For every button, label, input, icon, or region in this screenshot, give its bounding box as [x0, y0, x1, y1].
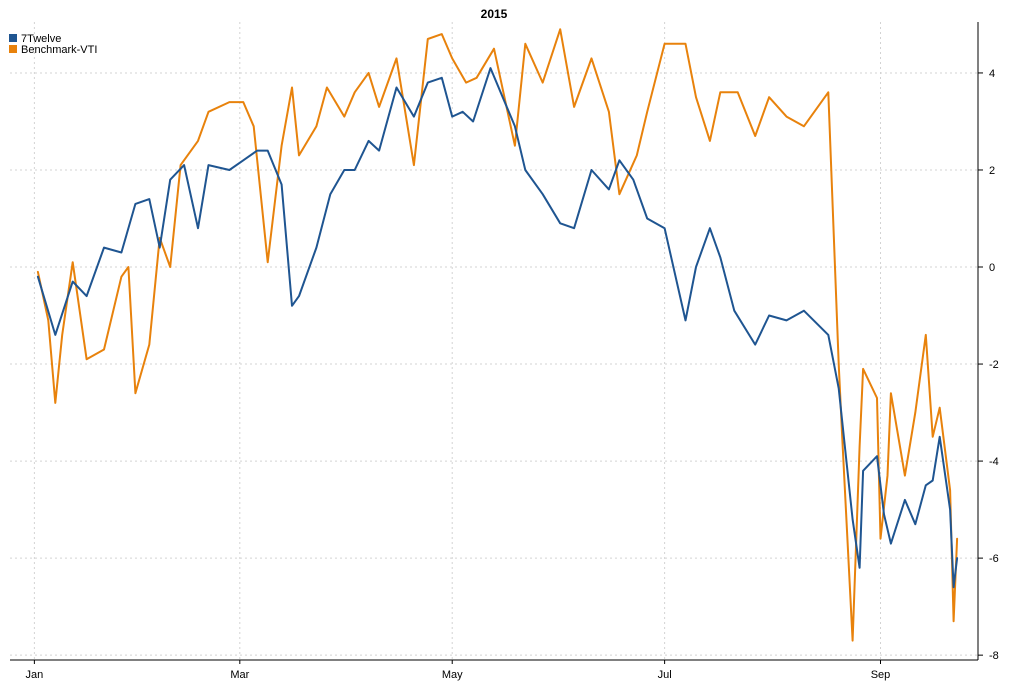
x-tick-label: Mar [230, 669, 249, 681]
x-tick-label: Jul [658, 669, 672, 681]
y-tick-label: -2 [989, 359, 999, 371]
legend: 7Twelve Benchmark-VTI [9, 33, 97, 56]
legend-label-benchmark-vti: Benchmark-VTI [21, 44, 97, 56]
legend-swatch-benchmark-vti [9, 45, 17, 53]
axes-layer: 4 2 0 -2 -4 -6 -8 Jan Mar May Jul Sep [10, 22, 999, 681]
series-line-7twelve [36, 67, 959, 589]
legend-swatch-7twelve [9, 34, 17, 42]
series-line-benchmark-vti [36, 28, 959, 642]
y-tick-label: -4 [989, 456, 999, 468]
y-tick-label: -8 [989, 650, 999, 662]
chart-title: 2015 [481, 7, 508, 21]
y-tick-label: -6 [989, 553, 999, 565]
y-tick-label: 4 [989, 68, 995, 80]
legend-label-7twelve: 7Twelve [21, 33, 61, 45]
series-layer [36, 28, 959, 642]
y-tick-label: 0 [989, 262, 995, 274]
x-tick-label: May [442, 669, 463, 681]
x-tick-label: Sep [871, 669, 891, 681]
y-tick-label: 2 [989, 165, 995, 177]
grid-layer [10, 22, 978, 660]
x-tick-label: Jan [25, 669, 43, 681]
